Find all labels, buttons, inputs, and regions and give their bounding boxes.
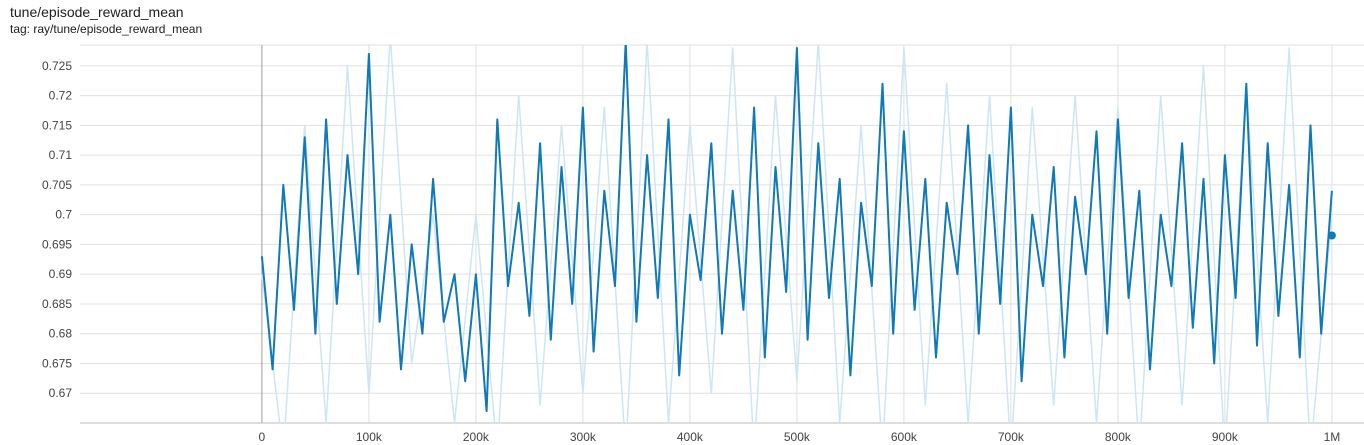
y-tick-label: 0.69 — [49, 267, 73, 281]
last-point-marker — [1327, 231, 1336, 240]
y-tick-label: 0.725 — [42, 59, 72, 73]
x-tick-label: 1M — [1324, 430, 1341, 444]
x-tick-label: 100k — [356, 430, 383, 444]
y-tick-label: 0.68 — [49, 327, 73, 341]
x-tick-label: 800k — [1105, 430, 1132, 444]
chart-card-header: tune/episode_reward_mean tag: ray/tune/e… — [10, 4, 202, 37]
y-tick-label: 0.67 — [49, 386, 73, 400]
chart-tag: tag: ray/tune/episode_reward_mean — [10, 22, 203, 36]
x-tick-label: 0 — [259, 430, 266, 444]
series-layer — [260, 45, 1336, 423]
smoothed-series-line — [260, 45, 1333, 413]
x-tick-label: 500k — [784, 430, 811, 444]
y-tick-label: 0.7 — [55, 208, 72, 222]
x-tick-label: 400k — [677, 430, 704, 444]
x-tick-label: 600k — [891, 430, 918, 444]
y-tick-label: 0.72 — [49, 89, 73, 103]
y-tick-label: 0.685 — [42, 297, 72, 311]
axis-layer: 0.67 0.675 0.68 0.685 0.69 0.695 0.7 0.705 0.71 0… — [42, 59, 1364, 444]
y-tick-label: 0.71 — [49, 148, 73, 162]
y-tick-label: 0.715 — [42, 118, 72, 132]
y-tick-label: 0.695 — [42, 237, 72, 251]
chart-title: tune/episode_reward_mean — [10, 4, 184, 20]
x-tick-label: 300k — [570, 430, 597, 444]
x-tick-label: 900k — [1212, 430, 1239, 444]
y-tick-label: 0.675 — [42, 356, 72, 370]
x-tick-label: 700k — [998, 430, 1025, 444]
y-tick-label: 0.705 — [42, 178, 72, 192]
x-tick-label: 200k — [463, 430, 490, 444]
